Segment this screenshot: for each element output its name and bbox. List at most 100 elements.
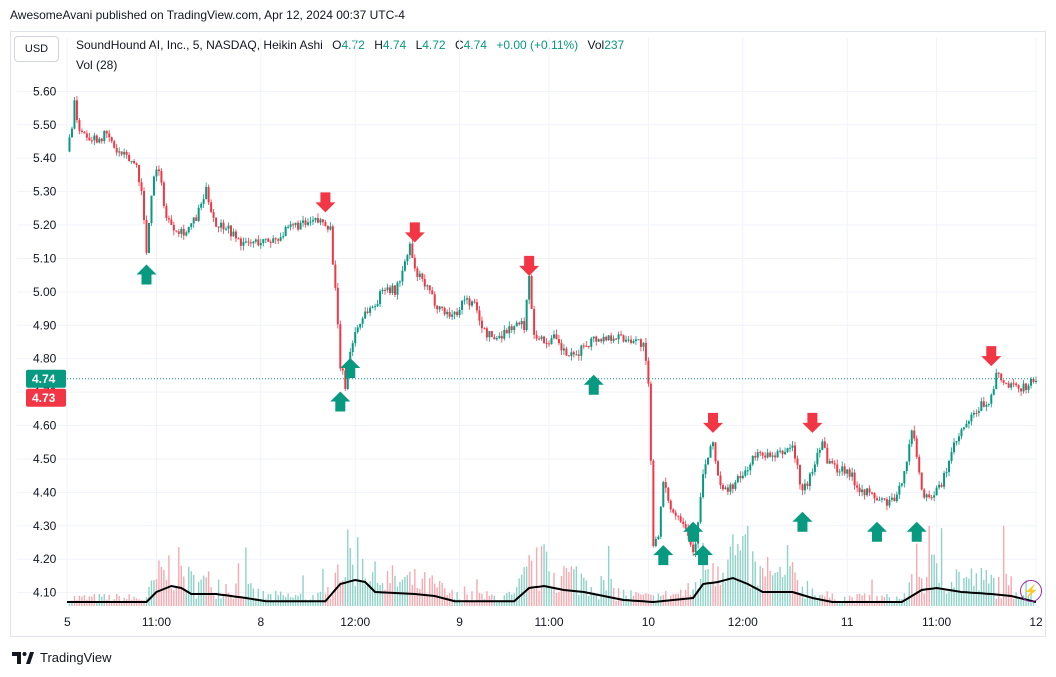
volume-bar bbox=[540, 546, 543, 606]
volume-bar bbox=[384, 589, 386, 606]
candle-body bbox=[716, 461, 719, 476]
candle-body bbox=[580, 345, 583, 356]
candle-body bbox=[918, 456, 921, 473]
candle-body bbox=[428, 285, 431, 291]
volume-bar bbox=[419, 588, 421, 606]
candle-body bbox=[622, 335, 625, 342]
volume-bar bbox=[637, 593, 640, 606]
candle-body bbox=[930, 497, 933, 499]
volume-bar bbox=[520, 574, 523, 606]
candle-body bbox=[811, 471, 814, 474]
volume-bar bbox=[272, 600, 274, 606]
volume-bar bbox=[471, 591, 473, 606]
volume-bar bbox=[178, 546, 180, 606]
candle-body bbox=[456, 311, 459, 316]
candle-body bbox=[848, 469, 851, 477]
candle-body bbox=[391, 285, 394, 294]
volume-bar bbox=[734, 555, 737, 606]
y-tick-label: 4.90 bbox=[33, 318, 57, 332]
volume-bar bbox=[344, 577, 346, 606]
candle-body bbox=[741, 475, 744, 479]
candle-body bbox=[118, 151, 121, 153]
x-tick-label: 12:00 bbox=[340, 615, 370, 629]
candle-body bbox=[955, 441, 958, 443]
candle-body bbox=[185, 232, 188, 236]
candle-body bbox=[331, 226, 334, 265]
candle-body bbox=[1022, 383, 1025, 392]
volume-bar bbox=[1012, 599, 1015, 606]
candle-body bbox=[759, 452, 762, 454]
candle-body bbox=[620, 334, 623, 336]
volume-bar bbox=[1022, 595, 1025, 606]
volume-bar bbox=[406, 575, 409, 606]
candle-body bbox=[351, 343, 354, 352]
volume-bar bbox=[533, 588, 535, 606]
candle-body bbox=[674, 512, 677, 516]
candle-body bbox=[987, 403, 990, 405]
candle-body bbox=[150, 195, 153, 223]
candle-body bbox=[466, 298, 469, 300]
candle-body bbox=[533, 308, 536, 335]
candle-body bbox=[316, 218, 319, 223]
candle-body bbox=[384, 289, 387, 291]
candle-body bbox=[707, 457, 710, 465]
volume-bar bbox=[560, 576, 563, 606]
volume-bar bbox=[570, 566, 573, 606]
candle-body bbox=[625, 339, 628, 342]
candle-body bbox=[895, 494, 898, 502]
candle-body bbox=[1020, 388, 1023, 392]
candle-body bbox=[659, 506, 662, 537]
candle-body bbox=[789, 447, 792, 449]
volume-bar bbox=[558, 591, 560, 606]
candle-body bbox=[719, 475, 722, 485]
volume-bar bbox=[202, 575, 205, 606]
volume-bar bbox=[861, 595, 863, 606]
volume-bar bbox=[270, 594, 272, 606]
candle-body bbox=[615, 338, 618, 340]
candle-body bbox=[816, 452, 819, 465]
candle-body bbox=[192, 217, 195, 224]
buy-signal-arrow-icon bbox=[136, 264, 157, 285]
tradingview-logo-icon bbox=[12, 651, 34, 664]
volume-bar bbox=[655, 602, 657, 606]
volume-bar bbox=[150, 580, 153, 606]
candle-body bbox=[669, 500, 672, 510]
volume-bar bbox=[881, 595, 883, 606]
lightning-icon[interactable]: ⚡ bbox=[1020, 580, 1042, 602]
y-tick-label: 4.10 bbox=[33, 586, 57, 600]
volume-bar bbox=[553, 572, 555, 606]
candle-body bbox=[374, 306, 377, 308]
volume-bar bbox=[168, 555, 170, 606]
volume-bar bbox=[789, 566, 791, 606]
volume-bar bbox=[1017, 599, 1020, 606]
candle-body bbox=[105, 130, 108, 134]
candle-body bbox=[582, 345, 585, 347]
volume-bar bbox=[195, 598, 197, 606]
candle-body bbox=[90, 140, 93, 142]
volume-bar bbox=[607, 545, 610, 606]
volume-bar bbox=[714, 586, 717, 606]
volume-bar bbox=[446, 595, 448, 606]
high-label: H bbox=[374, 38, 383, 52]
candle-body bbox=[948, 461, 951, 473]
volume-bar bbox=[222, 594, 225, 606]
volume-bar bbox=[598, 599, 600, 606]
candle-body bbox=[808, 473, 811, 487]
volume-bar bbox=[645, 593, 647, 606]
currency-button[interactable]: USD bbox=[14, 36, 59, 62]
volume-bar bbox=[717, 566, 719, 606]
volume-bar bbox=[799, 592, 801, 606]
y-tick-label: 4.60 bbox=[33, 419, 57, 433]
volume-bar bbox=[732, 534, 734, 606]
volume-bar bbox=[369, 581, 371, 606]
volume-bar bbox=[742, 535, 744, 606]
candle-body bbox=[523, 321, 526, 331]
candle-body bbox=[443, 308, 446, 315]
candle-body bbox=[694, 543, 697, 553]
volume-indicator-legend[interactable]: Vol (28) bbox=[76, 58, 118, 72]
candle-body bbox=[237, 238, 240, 240]
candle-body bbox=[239, 238, 242, 246]
candle-body bbox=[535, 334, 538, 339]
candle-body bbox=[309, 221, 312, 223]
